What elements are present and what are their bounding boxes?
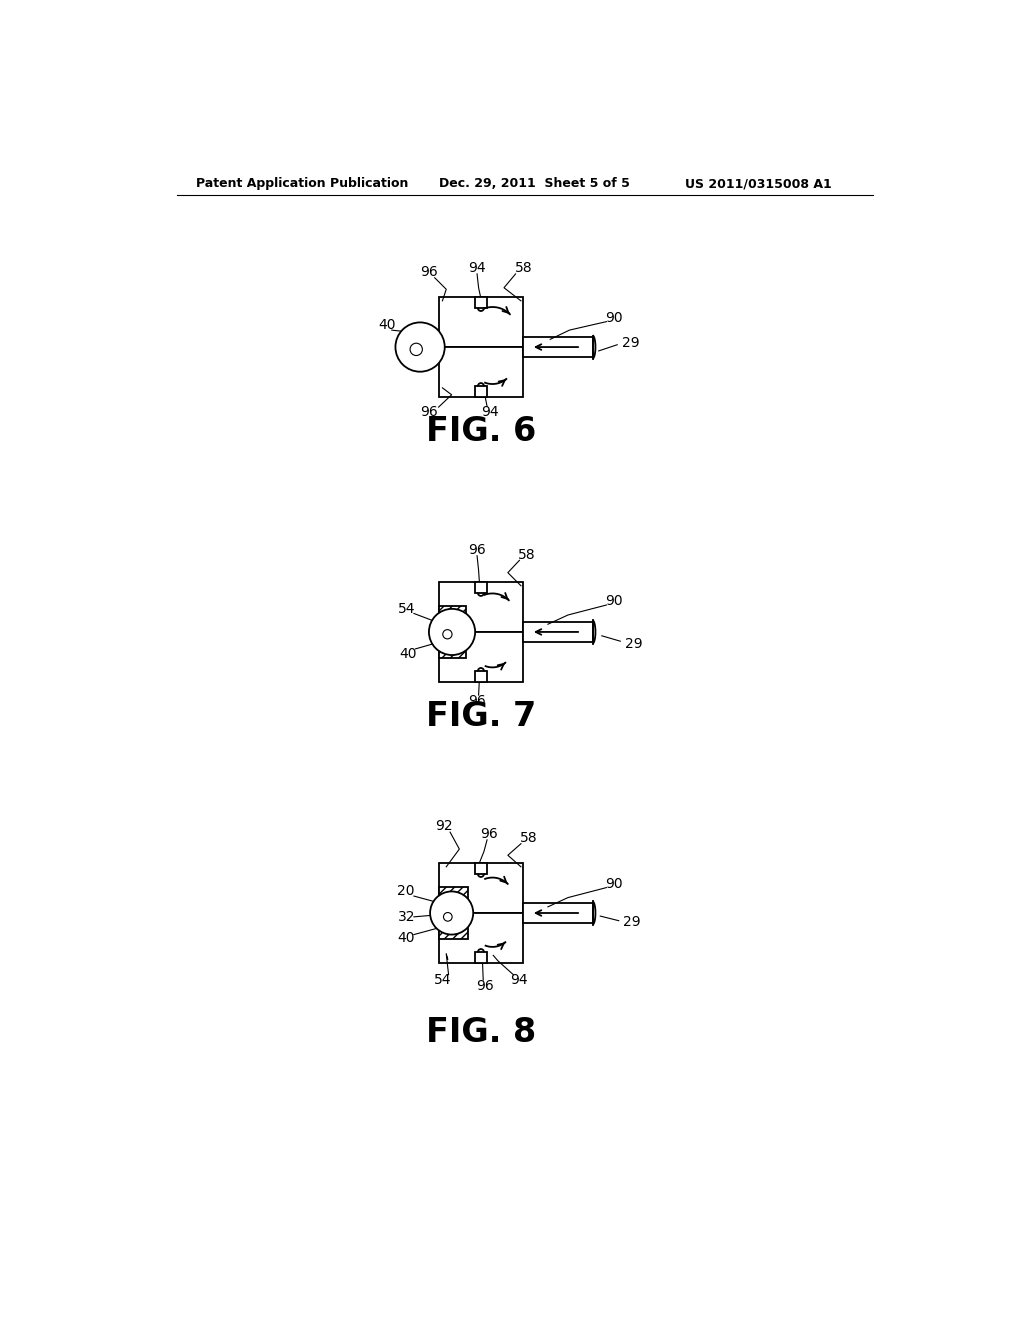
Text: 96: 96 [420, 265, 437, 280]
Bar [438, 582, 523, 632]
Bar [523, 903, 593, 923]
Text: 20: 20 [397, 884, 415, 899]
Text: Patent Application Publication: Patent Application Publication [196, 177, 409, 190]
Bar [438, 632, 523, 682]
Circle shape [410, 343, 422, 355]
Bar [438, 913, 468, 940]
Bar [438, 606, 466, 659]
Text: 94: 94 [511, 973, 528, 987]
Text: 58: 58 [520, 832, 538, 845]
Bar [438, 913, 523, 964]
Bar [438, 863, 523, 913]
Text: US 2011/0315008 A1: US 2011/0315008 A1 [685, 177, 831, 190]
Bar [438, 347, 523, 397]
Text: 90: 90 [605, 876, 623, 891]
Text: 40: 40 [378, 318, 395, 333]
Text: FIG. 7: FIG. 7 [426, 700, 536, 733]
Text: 96: 96 [479, 826, 498, 841]
Text: 29: 29 [625, 636, 642, 651]
Text: 96: 96 [468, 543, 486, 557]
Text: 94: 94 [468, 261, 485, 275]
Text: 96: 96 [468, 694, 486, 709]
Circle shape [395, 322, 444, 372]
Text: 32: 32 [397, 909, 415, 924]
Text: 96: 96 [420, 405, 437, 420]
Bar [475, 952, 487, 964]
Bar [523, 622, 593, 642]
Text: FIG. 6: FIG. 6 [426, 416, 536, 449]
Bar [475, 863, 487, 874]
Bar [438, 297, 523, 347]
Circle shape [443, 912, 453, 921]
Bar [475, 297, 487, 308]
Bar [475, 582, 487, 593]
Text: 94: 94 [481, 405, 499, 420]
Text: 29: 29 [622, 337, 639, 350]
Text: 54: 54 [397, 602, 415, 616]
Bar [475, 387, 487, 397]
Text: 96: 96 [476, 979, 494, 993]
Circle shape [429, 609, 475, 655]
Circle shape [430, 891, 473, 935]
Bar [523, 337, 593, 358]
Text: FIG. 8: FIG. 8 [426, 1016, 536, 1049]
Bar [475, 671, 487, 682]
Text: 90: 90 [605, 310, 623, 325]
Text: Dec. 29, 2011  Sheet 5 of 5: Dec. 29, 2011 Sheet 5 of 5 [438, 177, 630, 190]
Text: 58: 58 [518, 548, 536, 562]
Text: 40: 40 [397, 931, 415, 945]
Text: 58: 58 [514, 261, 532, 275]
Text: 29: 29 [624, 915, 641, 929]
Text: 40: 40 [399, 647, 417, 660]
Text: 92: 92 [435, 818, 453, 833]
Circle shape [442, 630, 452, 639]
Text: 54: 54 [433, 973, 452, 987]
Text: 90: 90 [605, 594, 623, 609]
Bar [438, 887, 468, 913]
